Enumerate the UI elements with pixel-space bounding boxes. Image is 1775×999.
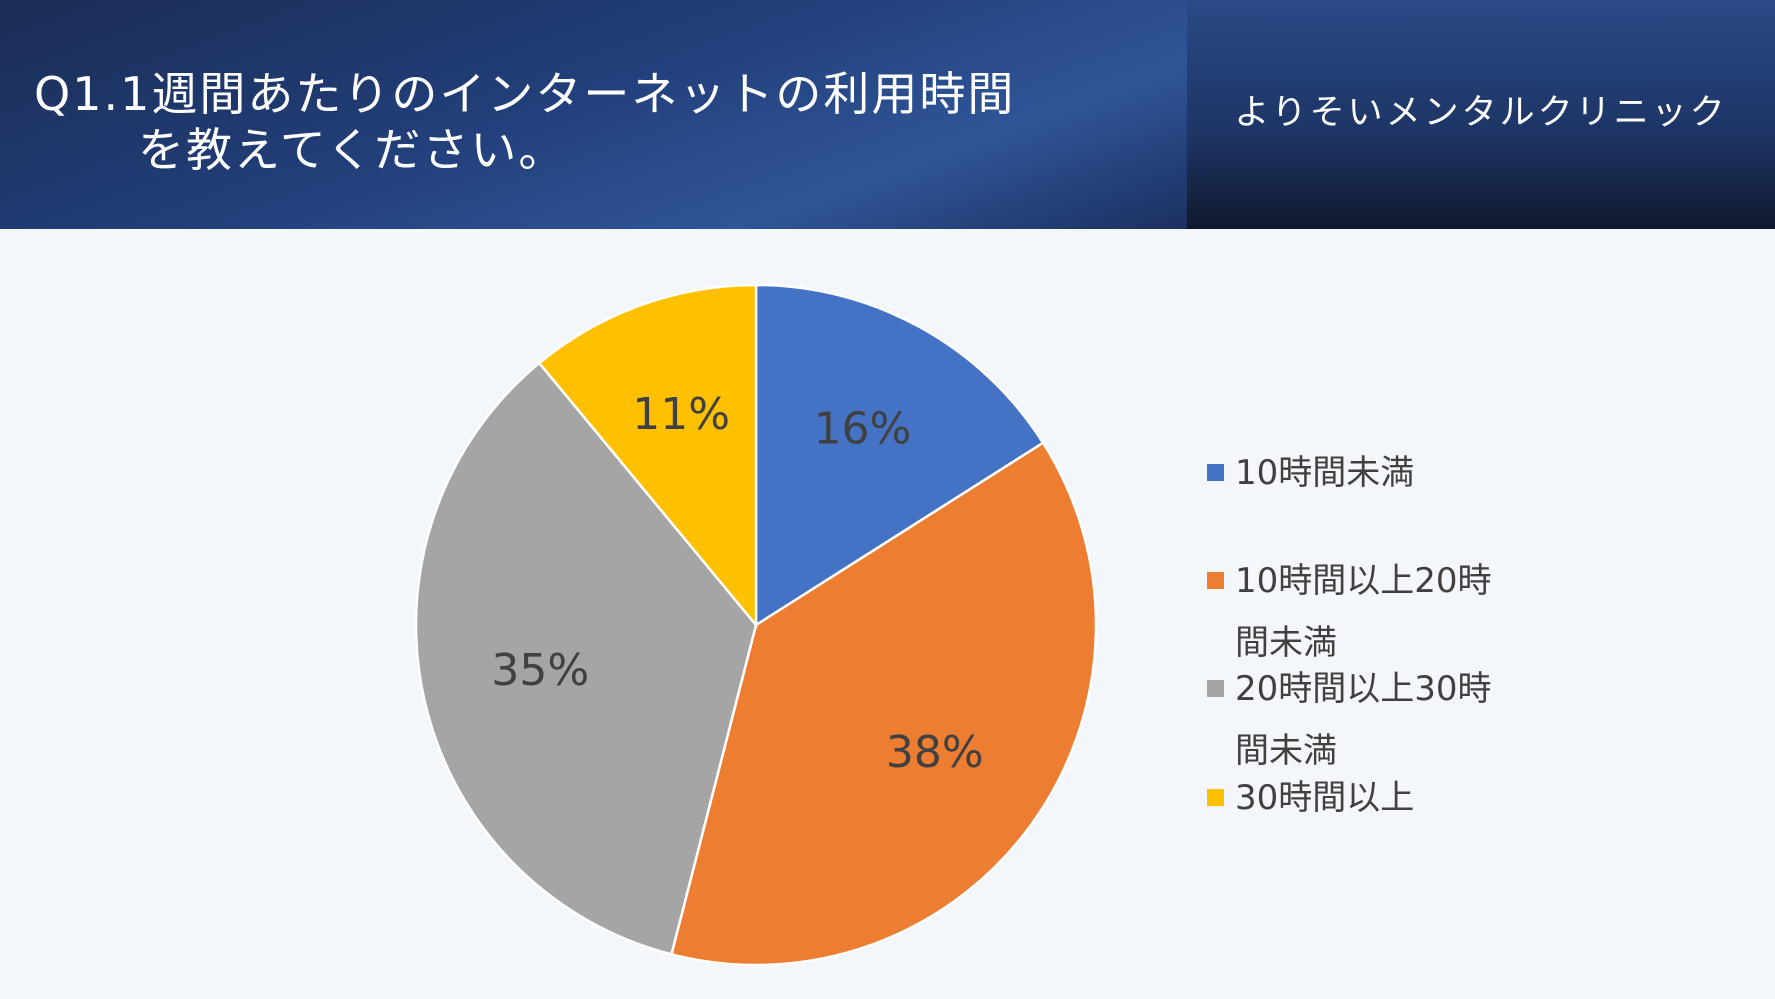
chart-title: を教えてください。 [138, 123, 567, 177]
legend-label: 30時間以上 [1235, 778, 1415, 818]
header-band [1187, 0, 1775, 229]
pie-slice [669, 441, 1098, 967]
data-label: 38% [886, 727, 984, 778]
pie-slice [754, 283, 1045, 628]
pie-slice [537, 283, 758, 629]
legend-label: 10時間以上20時間未満 [1235, 561, 1492, 663]
header-band [0, 0, 1187, 229]
legend-swatch [1207, 680, 1224, 697]
legend-item: 20時間以上30時間未満 [1207, 658, 1507, 782]
legend-item: 10時間未満 [1207, 442, 1507, 504]
legend-item: 30時間以上 [1207, 767, 1507, 829]
legend-label: 10時間未満 [1235, 453, 1415, 493]
legend-swatch [1207, 464, 1224, 481]
pie-slice [414, 361, 758, 956]
data-label: 11% [632, 389, 730, 440]
clinic-name: よりそいメンタルクリニック [1234, 93, 1728, 133]
data-label: 35% [491, 645, 589, 696]
data-label: 16% [814, 403, 912, 454]
legend-label: 20時間以上30時間未満 [1235, 669, 1492, 771]
legend-item: 10時間以上20時間未満 [1207, 550, 1507, 674]
chart-title: Q1.1週間あたりのインターネットの利用時間 [34, 67, 1016, 121]
legend-swatch [1207, 572, 1224, 589]
legend-swatch [1207, 789, 1224, 806]
